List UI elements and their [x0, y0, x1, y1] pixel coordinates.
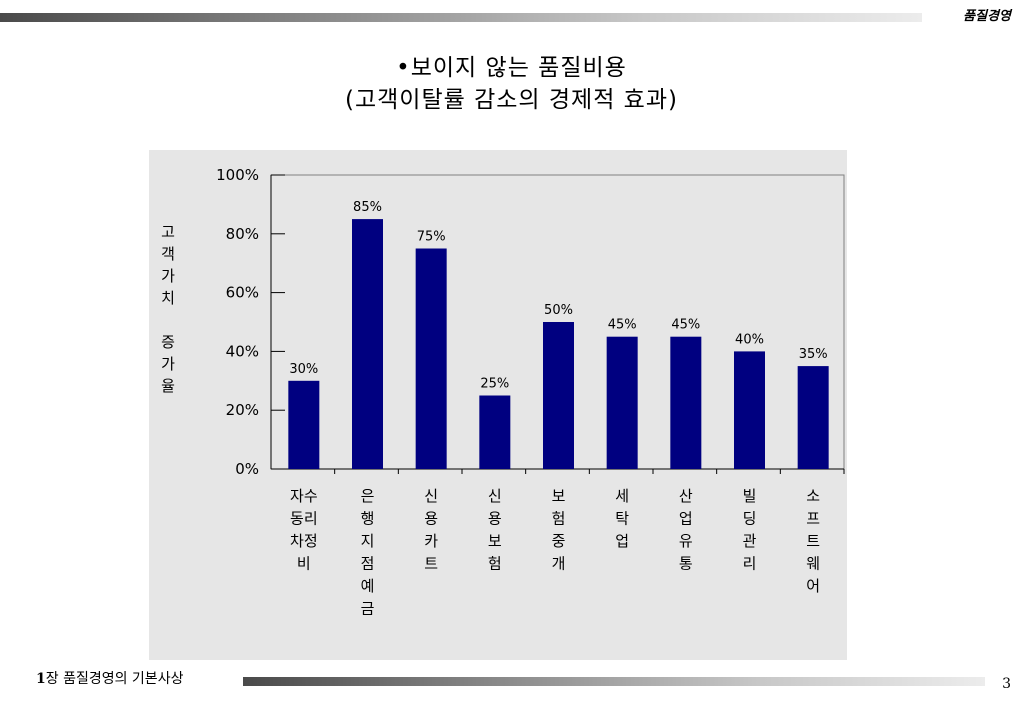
x-category-label: 트 [806, 532, 820, 550]
chart-panel: 0% 20% 40% 60% 80% 100% 고 객 가 치 증 가 율 30% 자수 동리 차정 비 85% 은 행… [149, 150, 847, 660]
x-category-label: 관 [743, 532, 757, 550]
y-axis-title-char: 가 [161, 267, 175, 285]
y-tick-label: 0% [235, 460, 259, 478]
x-category-label: 신 [488, 487, 502, 505]
y-tick-label: 80% [226, 225, 259, 243]
data-label: 50% [544, 303, 573, 318]
x-category-label: 험 [488, 555, 502, 573]
footer-chapter-number: 1 [36, 671, 46, 687]
y-axis-title-char: 율 [161, 377, 175, 395]
x-category-label: 카 [424, 532, 438, 550]
x-category-label: 탁 [615, 510, 629, 528]
y-axis-title-char: 증 [161, 333, 175, 351]
x-category-label: 업 [615, 532, 629, 550]
footer-chapter: 1장 품질경영의 기본사상 [36, 668, 183, 688]
x-category-label: 금 [361, 600, 375, 618]
slide-title: •보이지 않는 품질비용 (고객이탈률 감소의 경제적 효과) [0, 52, 1023, 116]
y-tick-label: 20% [226, 401, 259, 419]
bar [670, 336, 702, 469]
x-category-label: 딩 [743, 510, 757, 528]
y-tick-label: 100% [216, 166, 259, 184]
x-category-label: 유 [679, 532, 693, 550]
bar-chart: 0%20%40%60%80%100%고객가치증가율30%자수동리차정비85%은행… [161, 166, 845, 618]
x-category-label: 보 [488, 532, 502, 550]
footer-gradient-bar [243, 677, 985, 686]
bar [352, 219, 383, 469]
x-category-label: 프 [806, 510, 820, 528]
slide-title-line1: •보이지 않는 품질비용 [396, 55, 627, 81]
footer-chapter-text: 장 품질경영의 기본사상 [45, 671, 184, 687]
x-category-label: 자수 [290, 487, 318, 505]
y-axis-title-char: 고 [161, 223, 175, 241]
y-axis-title-char: 가 [161, 355, 175, 373]
x-category-label: 중 [552, 532, 566, 550]
x-category-label: 차정 [290, 532, 318, 550]
x-category-label: 신 [424, 487, 438, 505]
data-label: 30% [289, 362, 318, 377]
x-category-label: 행 [361, 510, 375, 528]
header-title: 품질경영 [963, 9, 1011, 24]
data-label: 75% [417, 230, 446, 245]
bar [606, 336, 638, 469]
x-category-label: 소 [806, 487, 820, 505]
y-axis-title-char: 객 [161, 245, 175, 263]
page-number: 3 [1002, 676, 1011, 692]
x-category-label: 은 [361, 487, 375, 505]
bar [415, 248, 447, 469]
bar [543, 322, 574, 469]
y-tick-label: 40% [226, 342, 259, 360]
data-label: 25% [480, 377, 509, 392]
x-category-label: 웨 [806, 555, 820, 573]
x-category-label: 통 [679, 555, 693, 573]
x-category-label: 보 [552, 487, 566, 505]
bar [797, 366, 829, 469]
x-category-label: 빌 [743, 487, 757, 505]
x-category-label: 개 [552, 555, 566, 573]
bar [734, 351, 765, 469]
x-category-label: 리 [743, 555, 757, 573]
x-category-label: 험 [552, 510, 566, 528]
data-label: 40% [735, 332, 764, 347]
x-category-label: 예 [361, 577, 375, 595]
x-category-label: 비 [297, 555, 311, 573]
data-label: 35% [799, 347, 828, 362]
x-category-label: 세 [615, 487, 629, 505]
data-label: 85% [353, 200, 382, 215]
x-category-label: 용 [488, 510, 502, 528]
x-category-label: 산 [679, 487, 693, 505]
x-category-label: 지 [361, 532, 375, 550]
data-label: 45% [608, 318, 637, 333]
slide-title-line2: (고객이탈률 감소의 경제적 효과) [345, 87, 678, 113]
x-category-label: 용 [424, 510, 438, 528]
bar [479, 395, 511, 469]
y-tick-label: 60% [226, 284, 259, 302]
header-gradient-bar [0, 13, 922, 22]
x-category-label: 동리 [290, 510, 318, 528]
x-category-label: 어 [806, 577, 820, 595]
x-category-label: 트 [424, 555, 438, 573]
x-category-label: 업 [679, 510, 693, 528]
y-axis-title-char: 치 [161, 289, 175, 307]
data-label: 45% [671, 318, 700, 333]
bar [288, 380, 320, 469]
x-category-label: 점 [361, 555, 375, 573]
